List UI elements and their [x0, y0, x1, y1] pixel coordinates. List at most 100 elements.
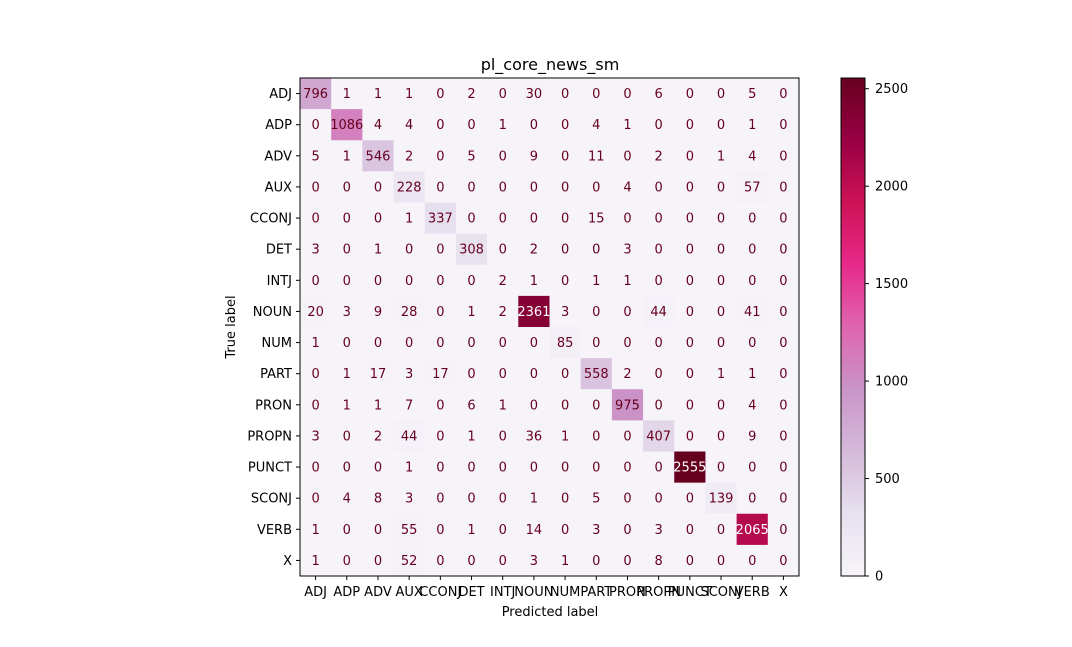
cell-value-label: 1 — [748, 367, 756, 382]
cell-value-label: 0 — [530, 118, 538, 133]
cell-value-label: 0 — [405, 274, 413, 289]
heatmap-cell — [611, 233, 644, 266]
cell-value-label: 0 — [655, 367, 663, 382]
cell-value-label: 308 — [459, 243, 484, 258]
heatmap-cell — [455, 140, 488, 172]
cell-value-label: 0 — [623, 492, 631, 507]
cell-value-label: 44 — [401, 429, 418, 444]
heatmap-cell — [736, 327, 769, 359]
cell-value-label: 0 — [686, 336, 694, 351]
cell-value-label: 0 — [561, 492, 569, 507]
cell-value-label: 11 — [588, 149, 605, 164]
heatmap-cell — [705, 78, 738, 110]
y-tick-label: AUX — [265, 180, 292, 195]
heatmap-cell — [300, 451, 332, 484]
heatmap-cell — [674, 327, 706, 359]
cell-value-label: 3 — [343, 305, 351, 320]
cell-value-label: 0 — [717, 554, 725, 569]
cell-value-label: 1 — [343, 87, 351, 102]
cell-value-label: 0 — [748, 336, 756, 351]
heatmap-cell — [424, 295, 457, 328]
heatmap-cell — [518, 327, 550, 359]
heatmap-cell — [767, 389, 800, 421]
heatmap-cell — [767, 233, 800, 266]
heatmap-cell — [674, 171, 706, 203]
colorbar-tick-label: 1000 — [875, 375, 908, 390]
cell-value-label: 0 — [499, 461, 507, 476]
cell-value-label: 0 — [311, 367, 319, 382]
heatmap-cell — [518, 389, 550, 421]
heatmap-cell — [674, 140, 706, 172]
heatmap-cell — [393, 140, 426, 172]
cell-value-label: 0 — [436, 180, 444, 195]
heatmap-cell — [393, 78, 426, 110]
cell-value-label: 0 — [655, 118, 663, 133]
cell-value-label: 2 — [530, 243, 538, 258]
heatmap-cell — [393, 202, 426, 235]
cell-value-label: 28 — [401, 305, 418, 320]
cell-value-label: 0 — [374, 180, 382, 195]
heatmap-cell — [518, 202, 550, 235]
cell-value-label: 796 — [303, 87, 328, 102]
cell-value-label: 9 — [374, 305, 382, 320]
heatmap-cell — [549, 171, 582, 203]
heatmap-cell — [393, 482, 426, 515]
cell-value-label: 0 — [623, 305, 631, 320]
cell-value-label: 0 — [499, 87, 507, 102]
y-tick-label: X — [283, 554, 292, 569]
cell-value-label: 0 — [311, 398, 319, 413]
cell-value-label: 1 — [374, 398, 382, 413]
cell-value-label: 0 — [405, 336, 413, 351]
heatmap-cell — [424, 78, 457, 110]
heatmap-cell — [549, 358, 582, 390]
cell-value-label: 0 — [530, 336, 538, 351]
heatmap-cell — [487, 358, 519, 390]
heatmap-cell — [393, 233, 426, 266]
x-tick-label: INTJ — [490, 585, 515, 600]
cell-value-label: 0 — [436, 87, 444, 102]
heatmap-cell — [736, 202, 769, 235]
cell-value-label: 0 — [561, 180, 569, 195]
cell-value-label: 0 — [623, 554, 631, 569]
cell-value-label: 0 — [499, 554, 507, 569]
heatmap-cell — [331, 109, 363, 141]
heatmap-cell — [674, 78, 706, 110]
heatmap-cell — [487, 109, 519, 141]
x-tick-label: DET — [458, 585, 484, 600]
heatmap-cell — [705, 451, 738, 484]
heatmap-cell — [674, 451, 706, 484]
heatmap-cell — [518, 420, 550, 452]
cell-value-label: 0 — [343, 429, 351, 444]
heatmap-cell — [487, 171, 519, 203]
cell-value-label: 30 — [526, 87, 543, 102]
heatmap-cell — [362, 295, 394, 328]
cell-value-label: 0 — [686, 554, 694, 569]
heatmap-cell — [643, 295, 675, 328]
heatmap-cell — [767, 78, 800, 110]
heatmap-cell — [362, 513, 394, 546]
cell-value-label: 0 — [717, 118, 725, 133]
cell-value-label: 20 — [307, 305, 324, 320]
heatmap-cell — [674, 295, 706, 328]
cell-value-label: 0 — [436, 305, 444, 320]
heatmap-cell — [611, 451, 644, 484]
heatmap-cell — [674, 389, 706, 421]
heatmap-cell — [362, 544, 394, 577]
heatmap-cell — [611, 140, 644, 172]
cell-value-label: 6 — [655, 87, 663, 102]
cell-value-label: 0 — [499, 243, 507, 258]
heatmap-cell — [611, 264, 644, 297]
cell-value-label: 0 — [717, 243, 725, 258]
heatmap-cell — [767, 140, 800, 172]
cell-value-label: 4 — [374, 118, 382, 133]
cell-value-label: 0 — [779, 429, 787, 444]
cell-value-label: 3 — [405, 367, 413, 382]
cell-value-label: 0 — [561, 243, 569, 258]
cell-value-label: 4 — [592, 118, 600, 133]
heatmap-cell — [580, 420, 613, 452]
cell-value-label: 0 — [717, 212, 725, 227]
cell-value-label: 0 — [436, 492, 444, 507]
heatmap-cell — [300, 389, 332, 421]
heatmap-cell — [362, 389, 394, 421]
cell-value-label: 0 — [686, 274, 694, 289]
